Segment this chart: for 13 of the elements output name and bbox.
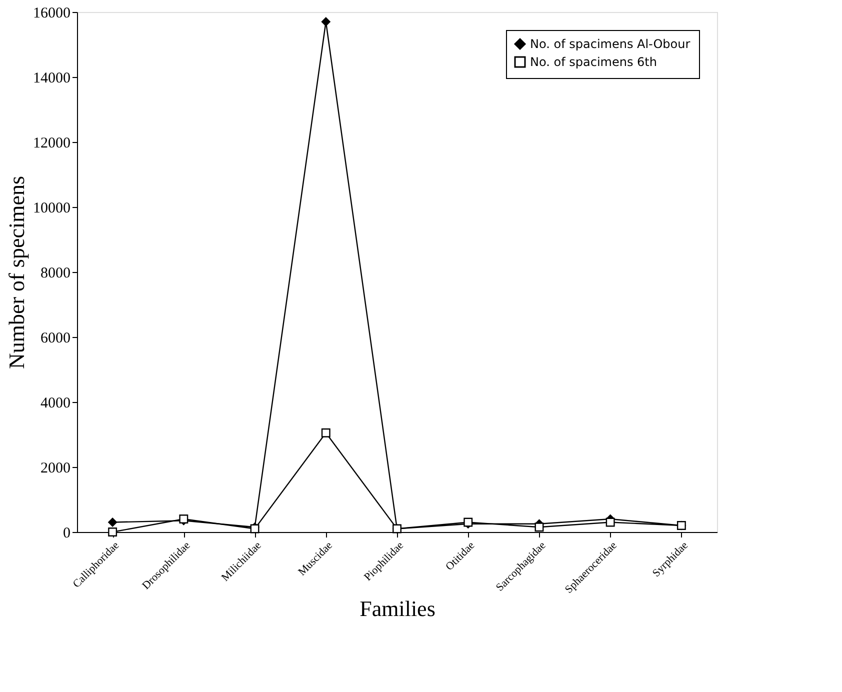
y-tick-label: 4000 [40, 396, 70, 412]
legend-label: No. of spacimens 6th [530, 55, 657, 69]
y-tick-label: 2000 [40, 460, 70, 476]
y-tick-label: 6000 [40, 330, 70, 346]
y-tick-label: 16000 [33, 6, 70, 22]
y-tick-label: 10000 [33, 200, 70, 216]
y-tick-label: 0 [63, 526, 70, 542]
x-axis-title: Families [360, 596, 436, 622]
y-tick-label: 12000 [33, 136, 70, 152]
legend-label: No. of spacimens Al-Obour [530, 37, 690, 51]
y-tick-label: 8000 [40, 266, 70, 282]
y-axis-title: Number of specimens [4, 176, 29, 370]
y-tick-label: 14000 [33, 70, 70, 86]
